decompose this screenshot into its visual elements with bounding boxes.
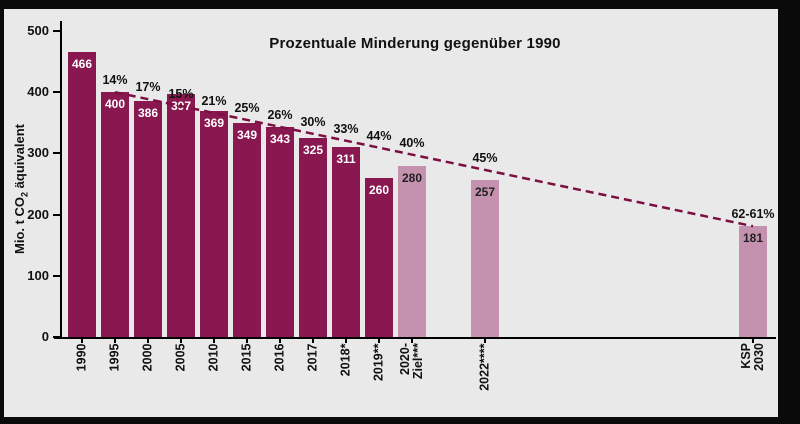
x-tick-label: 2018* [338,343,353,376]
bar-2010 [200,111,228,337]
bar-pct-label: 14% [102,73,128,88]
bar-value-label: 325 [302,143,324,158]
bar-2016 [266,127,294,337]
bar-2015 [233,123,261,337]
y-tick-label: 400 [27,84,49,100]
bar-value-label: 260 [368,182,390,197]
y-tick [53,152,60,155]
y-tick-label: 500 [27,23,49,38]
x-tick [279,339,281,343]
bar-value-label: 343 [269,132,291,147]
y-tick [53,91,60,94]
bar-value-label: 369 [203,116,225,131]
x-tick [213,339,215,343]
bar-value-label: 386 [137,105,159,120]
bar-ksp-2030 [739,226,767,337]
bar-2005 [167,94,195,337]
y-tick-label: 100 [27,267,49,283]
y-tick [53,336,60,338]
x-tick [345,339,347,343]
bar-pct-label: 62-61% [731,207,775,222]
x-tick-label: 2015 [239,343,254,371]
bar-2020-ziel [398,165,426,337]
y-tick [53,274,60,277]
bar-value-label: 400 [104,97,126,112]
x-tick-label: 2019** [371,343,386,381]
bar-pct-label: 45% [472,150,498,165]
x-tick [312,339,314,343]
bar-value-label: 280 [401,170,423,185]
bar-2000 [134,100,162,337]
bar-2018 [332,146,360,337]
bar-value-label: 349 [236,128,258,143]
x-tick [411,339,413,343]
chart-panel: Prozentuale Minderung gegenüber 1990 Mio… [4,9,778,417]
bar-2022 [471,179,499,337]
bar-2017 [299,138,327,337]
x-tick [378,339,380,343]
bar-pct-label: 40% [399,135,425,150]
x-tick [147,339,149,343]
y-axis-line [60,21,62,339]
bar-1995 [101,92,129,337]
x-tick-label: 2005 [173,343,188,371]
bar-value-label: 466 [71,56,93,71]
x-tick-label: 1995 [107,343,122,371]
y-tick-label: 300 [27,145,49,161]
y-tick [53,30,60,32]
bar-value-label: 311 [336,151,356,166]
bar-pct-label: 17% [135,80,161,95]
x-tick-label: 2010 [206,343,221,371]
x-tick [180,339,182,343]
plot-area: 0 100 200 300 400 500 466 1990 400 1995 386 2000 397… [4,9,778,417]
y-tick-label: 200 [27,206,49,222]
bar-1990 [68,51,96,337]
x-tick [81,339,83,343]
x-tick [484,339,486,343]
chart-title: Prozentuale Minderung gegenüber 1990 [269,35,561,52]
y-tick [53,213,60,216]
x-tick-label: 1990 [74,343,89,371]
y-tick-label: 0 [41,329,49,344]
x-tick [752,339,754,343]
bar-2019 [365,177,393,337]
x-tick-label: 2022**** [477,343,492,391]
x-tick [246,339,248,343]
bar-value-label: 181 [742,231,764,246]
bar-value-label: 257 [474,184,496,199]
x-tick-label: 2020- Ziel*** [398,343,425,380]
x-tick-label: 2000 [140,343,155,371]
x-tick-label: 2017 [305,343,320,371]
x-tick [114,339,116,343]
x-axis-line [54,337,776,339]
x-tick-label: KSP 2030 [739,343,766,371]
x-tick-label: 2016 [272,343,287,371]
